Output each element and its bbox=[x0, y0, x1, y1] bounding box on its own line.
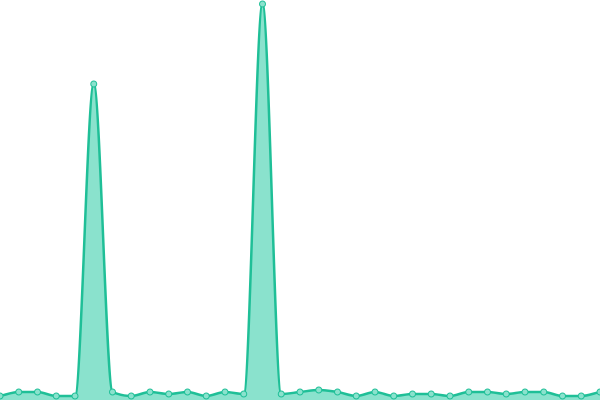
point bbox=[240, 390, 248, 398]
point bbox=[184, 388, 191, 396]
point bbox=[371, 388, 379, 396]
point bbox=[465, 388, 473, 396]
point bbox=[427, 390, 435, 398]
point bbox=[540, 388, 548, 396]
point bbox=[34, 388, 41, 396]
point bbox=[352, 392, 360, 400]
point bbox=[259, 0, 266, 8]
point bbox=[277, 390, 285, 398]
point bbox=[521, 388, 529, 396]
point bbox=[484, 388, 491, 396]
area bbox=[0, 4, 600, 400]
point bbox=[296, 388, 304, 396]
point bbox=[596, 388, 600, 396]
point bbox=[165, 390, 173, 398]
point bbox=[446, 392, 454, 400]
point bbox=[127, 392, 135, 400]
point bbox=[409, 390, 416, 398]
point bbox=[52, 392, 60, 400]
point bbox=[146, 388, 154, 396]
point bbox=[390, 392, 398, 400]
point bbox=[90, 80, 98, 88]
point bbox=[334, 388, 341, 396]
point bbox=[0, 392, 4, 400]
point bbox=[577, 392, 585, 400]
point bbox=[502, 390, 510, 398]
point bbox=[221, 388, 229, 396]
point bbox=[71, 392, 79, 400]
point bbox=[15, 388, 23, 396]
point bbox=[559, 392, 566, 400]
point bbox=[315, 386, 323, 394]
point bbox=[202, 392, 210, 400]
point bbox=[109, 388, 116, 396]
